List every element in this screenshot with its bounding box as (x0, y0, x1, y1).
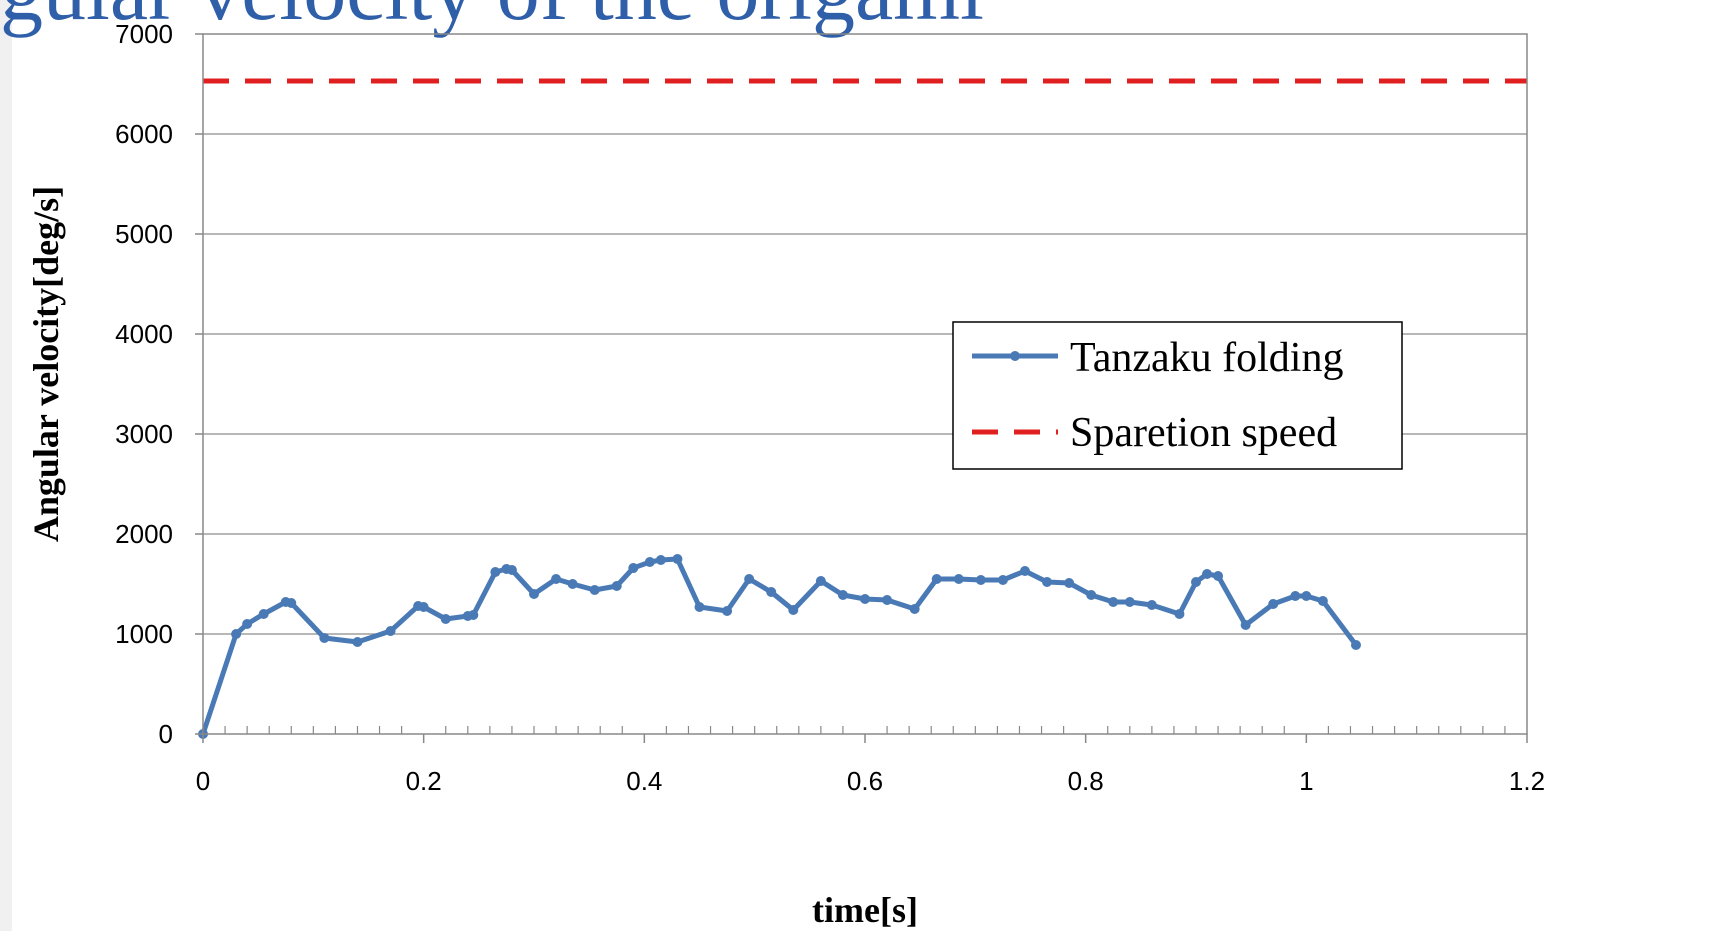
data-point-tanzaku-folding (242, 619, 253, 629)
x-tick-label: 0.8 (1068, 766, 1104, 796)
y-tick-label: 7000 (115, 19, 173, 49)
y-tick-label: 1000 (115, 619, 173, 649)
data-point-tanzaku-folding (766, 587, 777, 597)
series-line-tanzaku-folding (200, 556, 1359, 737)
y-tick-label: 5000 (115, 219, 173, 249)
data-point-tanzaku-folding (319, 633, 330, 643)
y-tick-label: 3000 (115, 419, 173, 449)
x-tick-label: 1 (1299, 766, 1313, 796)
data-point-tanzaku-folding (931, 574, 942, 584)
data-point-tanzaku-folding (589, 585, 600, 595)
data-point-tanzaku-folding (1174, 609, 1185, 619)
data-point-tanzaku-folding (788, 605, 799, 615)
data-point-tanzaku-folding (231, 629, 242, 639)
data-point-tanzaku-folding (286, 598, 297, 608)
data-point-tanzaku-folding (506, 565, 517, 575)
data-point-tanzaku-folding (1108, 597, 1119, 607)
data-point-tanzaku-folding (1064, 578, 1075, 588)
data-point-tanzaku-folding (860, 594, 870, 604)
data-point-tanzaku-folding (909, 604, 920, 614)
data-point-tanzaku-folding (468, 610, 479, 620)
data-point-tanzaku-folding (567, 579, 578, 589)
x-axis-title: time[s] (812, 890, 918, 930)
cropped-slide-title: gular velocity of the origami (0, 0, 1723, 40)
data-point-tanzaku-folding (385, 626, 396, 636)
legend: Tanzaku folding Sparetion speed (952, 321, 1403, 470)
legend-label-tanzaku-folding: Tanzaku folding (1070, 335, 1343, 381)
data-point-tanzaku-folding (1350, 640, 1361, 650)
y-axis-title: Angular velocity[deg/s] (26, 186, 66, 542)
data-point-tanzaku-folding (837, 590, 848, 600)
data-point-tanzaku-folding (744, 574, 755, 584)
data-point-tanzaku-folding (352, 637, 363, 647)
data-point-tanzaku-folding (628, 563, 639, 573)
data-point-tanzaku-folding (1146, 600, 1157, 610)
y-tick-label: 4000 (115, 319, 173, 349)
data-point-tanzaku-folding (655, 555, 666, 565)
data-point-tanzaku-folding (1124, 597, 1135, 607)
data-point-tanzaku-folding (1019, 566, 1030, 576)
data-point-tanzaku-folding (882, 595, 893, 605)
data-point-tanzaku-folding (1213, 571, 1224, 581)
y-tick-label: 2000 (115, 519, 173, 549)
data-point-tanzaku-folding (1290, 591, 1301, 601)
data-point-tanzaku-folding (1240, 620, 1251, 630)
legend-marker-tanzaku-folding (1010, 351, 1020, 361)
x-tick-label: 0 (196, 766, 210, 796)
left-margin-strip (0, 0, 12, 931)
data-point-tanzaku-folding (418, 602, 429, 612)
x-tick-label: 1.2 (1509, 766, 1545, 796)
axis-ticks: 0 1000 2000 3000 4000 5000 6000 7000 0 0.2 0.4 0.6 0… (115, 19, 1545, 796)
data-point-tanzaku-folding (551, 574, 562, 584)
y-tick-label: 6000 (115, 119, 173, 149)
data-point-tanzaku-folding (1086, 590, 1097, 600)
data-point-tanzaku-folding (1317, 596, 1328, 606)
y-tick-label: 0 (159, 719, 173, 749)
data-point-tanzaku-folding (611, 581, 622, 591)
data-point-tanzaku-folding (1301, 591, 1312, 601)
legend-box (952, 321, 1403, 470)
data-point-tanzaku-folding (1191, 577, 1201, 587)
data-point-tanzaku-folding (490, 567, 501, 577)
data-point-tanzaku-folding (953, 574, 964, 584)
x-tick-label: 0.6 (847, 766, 883, 796)
data-point-tanzaku-folding (644, 557, 655, 567)
data-point-tanzaku-folding (1202, 569, 1213, 579)
data-point-tanzaku-folding (1268, 599, 1279, 609)
data-point-tanzaku-folding (722, 606, 733, 616)
data-point-tanzaku-folding (694, 602, 705, 612)
data-point-tanzaku-folding (529, 589, 539, 599)
x-tick-label: 0.4 (626, 766, 662, 796)
data-point-tanzaku-folding (815, 576, 826, 586)
data-point-tanzaku-folding (1042, 577, 1053, 587)
data-point-tanzaku-folding (975, 575, 986, 585)
data-point-tanzaku-folding (672, 554, 683, 564)
legend-label-sparetion-speed: Sparetion speed (1070, 410, 1337, 456)
data-point-tanzaku-folding (440, 614, 451, 624)
data-point-tanzaku-folding (997, 575, 1008, 585)
x-tick-label: 0.2 (406, 766, 442, 796)
data-point-tanzaku-folding (258, 609, 269, 619)
